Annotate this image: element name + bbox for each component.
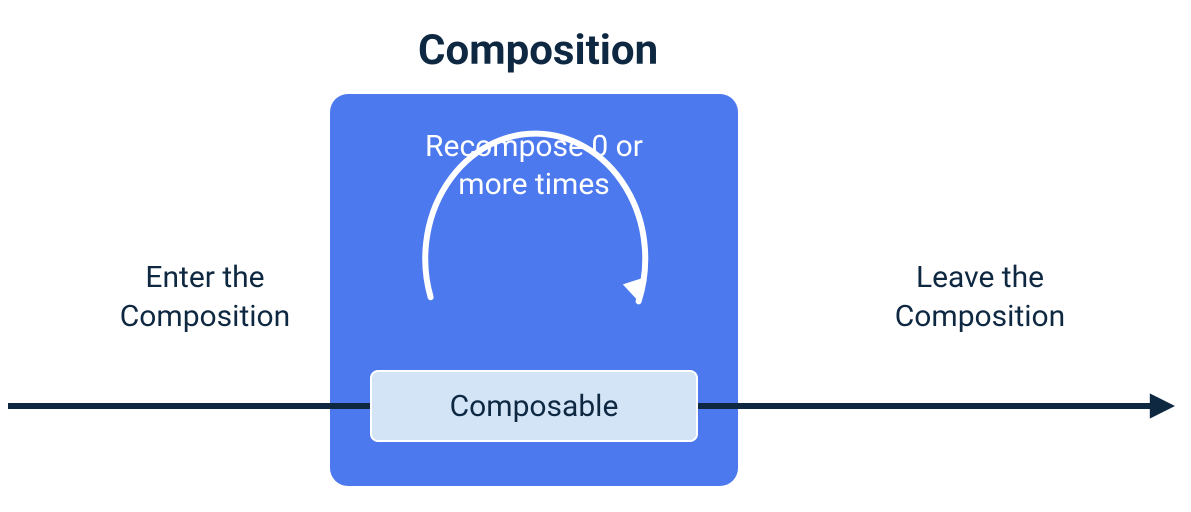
leave-line2: Composition: [895, 299, 1065, 334]
enter-label: Enter the Composition: [95, 258, 315, 336]
composable-box: Composable: [370, 370, 698, 442]
enter-line1: Enter the: [145, 260, 264, 295]
recompose-line2: more times: [458, 167, 609, 202]
enter-line2: Composition: [120, 299, 290, 334]
composable-label: Composable: [450, 389, 619, 424]
recompose-label: Recompose 0 or more times: [390, 128, 678, 203]
leave-line1: Leave the: [916, 260, 1044, 295]
leave-label: Leave the Composition: [870, 258, 1090, 336]
recompose-line1: Recompose 0 or: [425, 129, 643, 164]
diagram-title: Composition: [418, 26, 658, 75]
